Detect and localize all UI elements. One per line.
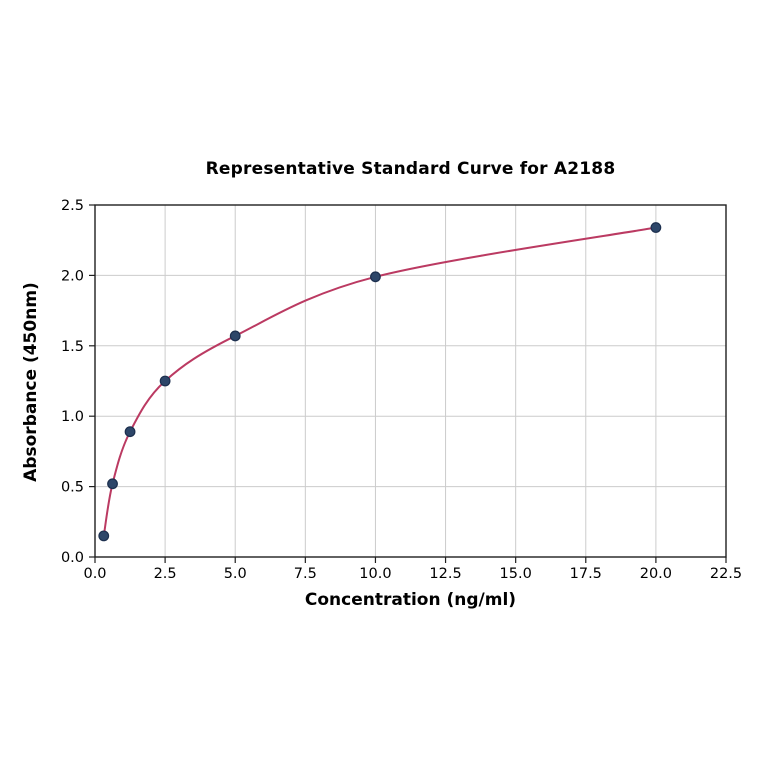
data-point-marker	[107, 478, 118, 490]
y-tick-label: 1.0	[61, 409, 84, 425]
y-tick-label: 0.0	[61, 550, 84, 566]
data-point-marker	[650, 222, 662, 233]
x-tick-label: 0.0	[83, 566, 106, 582]
data-point-marker	[98, 530, 110, 542]
y-tick-label: 2.0	[61, 268, 84, 284]
data-point-marker	[159, 375, 171, 387]
axes-frame	[94, 204, 727, 558]
fitted-curve	[102, 226, 657, 537]
data-point-marker	[370, 271, 381, 283]
x-tick-label: 2.5	[154, 566, 177, 582]
x-tick-label: 10.0	[359, 566, 391, 582]
x-tick-label: 7.5	[294, 566, 317, 582]
data-point-marker	[124, 426, 136, 438]
x-tick-label: 12.5	[429, 566, 461, 582]
x-tick-label: 20.0	[640, 566, 672, 582]
x-tick-label: 15.0	[500, 566, 532, 582]
x-tick-label: 22.5	[710, 566, 742, 582]
chart-title: Representative Standard Curve for A2188	[205, 159, 616, 179]
y-tick-label: 1.5	[61, 339, 84, 355]
x-axis-label: Concentration (ng/ml)	[304, 590, 517, 610]
y-tick-label: 0.5	[61, 480, 84, 496]
x-tick-label: 17.5	[570, 566, 602, 582]
x-tick-label: 5.0	[224, 566, 247, 582]
y-tick-label: 2.5	[61, 198, 84, 214]
data-point-marker	[229, 330, 241, 342]
y-axis-label: Absorbance (450nm)	[21, 282, 41, 482]
